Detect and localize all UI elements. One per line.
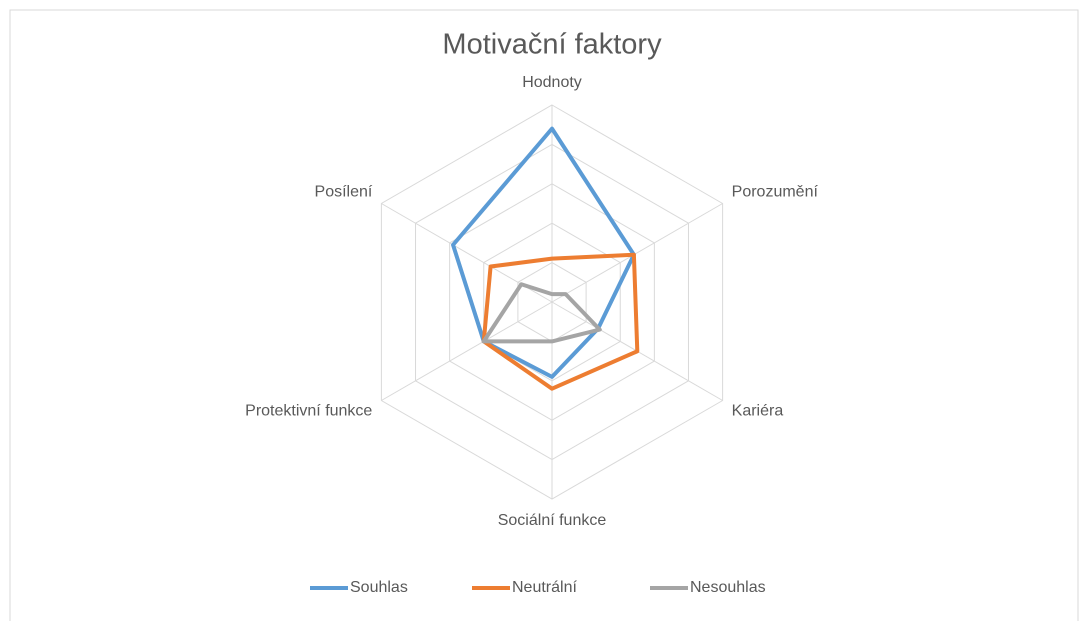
axis-label: Protektivní funkce bbox=[245, 403, 372, 420]
axis-label: Porozumění bbox=[732, 184, 819, 201]
axis-label: Hodnoty bbox=[522, 74, 582, 91]
axis-label: Sociální funkce bbox=[498, 512, 607, 529]
legend-label: Neutrální bbox=[512, 579, 577, 596]
series-line bbox=[481, 252, 640, 391]
legend-label: Nesouhlas bbox=[690, 579, 766, 596]
spoke bbox=[551, 203, 723, 303]
axis-label: Posílení bbox=[315, 184, 373, 201]
chart-title: Motivační faktory bbox=[442, 29, 662, 61]
axis-label: Kariéra bbox=[732, 403, 784, 420]
legend-label: Souhlas bbox=[350, 579, 408, 596]
spoke bbox=[381, 301, 553, 401]
chart-border bbox=[9, 9, 1079, 621]
series-line bbox=[481, 282, 602, 344]
